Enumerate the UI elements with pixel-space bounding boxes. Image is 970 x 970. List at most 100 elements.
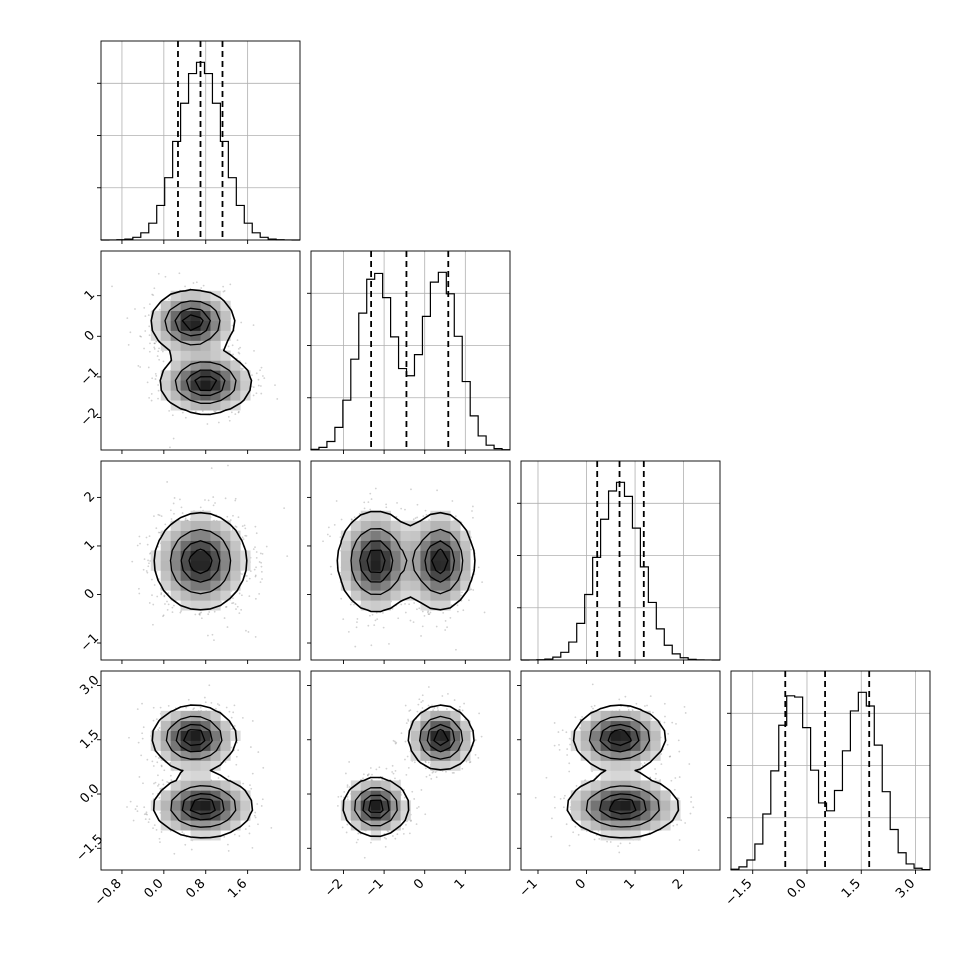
density-cell <box>200 740 211 751</box>
histogram-panel-1 <box>97 40 301 241</box>
density-cell <box>210 830 221 841</box>
scatter-point <box>340 597 343 600</box>
density-cell <box>200 400 211 411</box>
density-cell <box>440 570 451 581</box>
density-cell <box>200 760 211 771</box>
scatter-point <box>355 841 358 844</box>
scatter-point <box>248 577 251 580</box>
density-cell <box>380 570 391 581</box>
scatter-point <box>143 813 146 816</box>
density-cell <box>160 800 171 811</box>
density-cell <box>230 360 241 371</box>
scatter-point <box>391 607 394 610</box>
panel-content <box>336 686 483 859</box>
scatter-point <box>157 783 160 786</box>
scatter-point <box>227 464 229 467</box>
scatter-point <box>252 386 255 389</box>
histogram-panel-4 <box>727 670 931 871</box>
contour-level-4 <box>181 314 218 392</box>
scatter-point <box>138 776 141 778</box>
density-cell <box>170 290 181 302</box>
scatter-point <box>153 287 156 290</box>
density-cell <box>190 600 201 611</box>
scatter-point <box>160 592 163 594</box>
scatter-point <box>260 366 263 369</box>
x-ticks: −0.8 0.0 0.8 1.6 <box>92 870 250 909</box>
scatter-point <box>167 592 170 595</box>
panel-content <box>322 487 486 651</box>
scatter-point <box>458 709 461 712</box>
scatter-point <box>356 621 358 623</box>
scatter-point <box>254 597 257 600</box>
density-cell <box>170 760 181 771</box>
scatter-point <box>157 513 160 516</box>
density-cell <box>390 570 401 581</box>
density-cell <box>430 520 441 531</box>
y-tick-label: 0.0 <box>77 781 102 806</box>
density-cell <box>180 750 191 761</box>
density-cell <box>180 780 191 791</box>
density-cell <box>240 800 251 811</box>
density-cell <box>180 380 191 391</box>
scatter-point <box>203 696 206 699</box>
scatter-point <box>249 784 251 787</box>
scatter-point <box>231 344 234 347</box>
scatter-point <box>153 348 156 350</box>
density-cell <box>180 590 191 601</box>
scatter-point <box>410 488 412 491</box>
density-cell <box>340 580 352 591</box>
scatter-point <box>405 773 408 776</box>
scatter-point <box>429 611 432 614</box>
scatter-point <box>171 611 174 613</box>
scatter-point <box>230 746 233 749</box>
pair-panel-1-4 <box>100 670 301 871</box>
scatter-point <box>232 602 235 604</box>
scatter-point <box>230 716 233 719</box>
scatter-point <box>181 831 184 834</box>
x-tick-label: −0.8 <box>92 876 125 909</box>
scatter-point <box>200 617 203 620</box>
density-cell <box>190 580 201 591</box>
scatter-point <box>143 347 145 350</box>
density-cell <box>160 740 171 751</box>
density-cell <box>190 750 201 761</box>
density-cell <box>380 600 391 611</box>
contour-level-1 <box>336 510 476 613</box>
scatter-point <box>166 780 168 783</box>
density-cell <box>170 350 181 361</box>
scatter-point <box>155 374 158 377</box>
scatter-point <box>195 281 198 284</box>
scatter-point <box>238 835 241 837</box>
scatter-point <box>152 719 155 722</box>
density-cell <box>410 520 421 531</box>
scatter-point <box>201 410 204 412</box>
scatter-point <box>257 378 260 381</box>
density-cell <box>440 540 451 551</box>
scatter-point <box>180 506 183 509</box>
scatter-point <box>134 308 136 310</box>
density-cell <box>210 520 221 531</box>
density-cell <box>210 340 221 351</box>
scatter-point <box>252 394 255 397</box>
scatter-point <box>226 843 229 846</box>
scatter-point <box>204 701 207 704</box>
density-cell <box>190 320 201 331</box>
contour-level-3 <box>174 307 226 397</box>
scatter-point <box>251 374 253 377</box>
density-cell <box>220 310 231 321</box>
scatter-point <box>236 605 239 608</box>
y-tick-label: 0 <box>82 586 98 602</box>
scatter-point <box>129 331 132 334</box>
density-cell <box>170 720 181 731</box>
scatter-point <box>126 806 128 808</box>
scatter-point <box>369 508 372 511</box>
scatter-point <box>136 544 139 547</box>
scatter-point <box>248 832 251 835</box>
density-cell <box>200 750 211 761</box>
scatter-point <box>157 389 160 392</box>
density-cell <box>200 820 211 831</box>
density-cell <box>460 530 471 541</box>
histogram-panel-2 <box>307 250 511 451</box>
density-cell <box>220 300 231 311</box>
scatter-point <box>155 340 158 343</box>
